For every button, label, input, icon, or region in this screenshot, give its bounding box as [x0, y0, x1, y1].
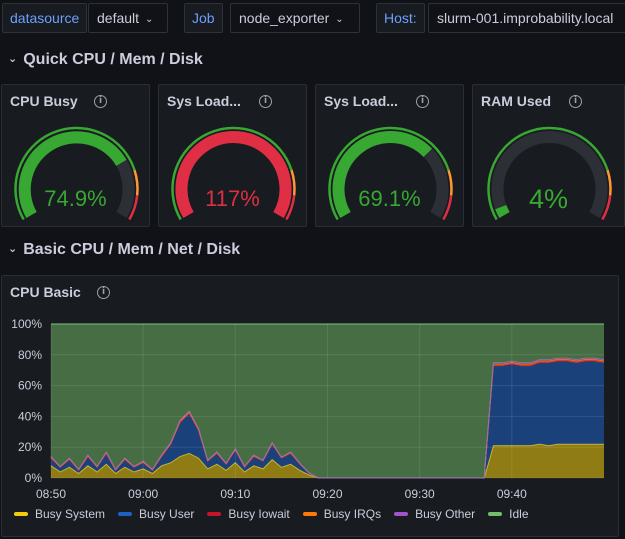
gauge-value: 4% — [528, 184, 569, 214]
x-tick-label: 09:10 — [220, 487, 250, 501]
threshold-orange-arc — [606, 169, 612, 196]
threshold-green-arc — [328, 126, 450, 221]
panel-title: Sys Load... — [324, 93, 398, 109]
series-area-busy-user — [51, 360, 604, 478]
legend-swatch — [207, 512, 222, 516]
panel-title: Sys Load... — [167, 93, 241, 109]
chevron-down-icon: ⌄ — [8, 243, 18, 255]
cpu-basic-panel[interactable]: 0% 20% 40% 60% 80% 100% 08:50 09:00 09:10 09:20 09… — [1, 275, 619, 537]
threshold-orange-arc — [133, 169, 139, 196]
panel-title: CPU Busy — [10, 93, 78, 109]
panel-title: RAM Used — [481, 93, 552, 109]
chevron-down-icon: ⌄ — [8, 53, 18, 65]
threshold-green-arc — [171, 126, 293, 221]
job-select[interactable]: node_exporter ⌄ — [230, 3, 360, 33]
info-icon[interactable]: i — [94, 95, 107, 108]
datasource-select[interactable]: default ⌄ — [88, 3, 168, 33]
gauge-value: 74.9% — [44, 186, 107, 211]
gauge-panel-sys-load-2[interactable]: Sys Load... i 69.1% — [315, 84, 464, 227]
panel-title: CPU Basic — [10, 284, 81, 300]
gauge-value: 117% — [205, 186, 260, 211]
series-area-idle — [51, 324, 604, 478]
y-tick-label: 40% — [18, 409, 42, 423]
gauge-1 — [171, 126, 296, 221]
gauge-0 — [14, 126, 139, 221]
y-tick-label: 100% — [11, 317, 42, 331]
legend-label: Busy IRQs — [323, 507, 382, 521]
x-tick-label: 09:00 — [128, 487, 158, 501]
threshold-orange-arc — [290, 169, 296, 196]
legend-swatch — [302, 512, 317, 516]
threshold-red-arc — [285, 195, 296, 221]
threshold-green-arc — [14, 126, 136, 221]
job-value: node_exporter — [239, 10, 330, 26]
legend-item[interactable]: Busy User — [118, 507, 194, 521]
x-tick-label: 09:40 — [497, 487, 527, 501]
series-area-busy-system — [51, 444, 604, 478]
info-icon[interactable]: i — [416, 95, 429, 108]
gauge-value-arc — [18, 131, 127, 218]
legend-label: Idle — [509, 507, 529, 521]
legend-label: Busy Other — [415, 507, 476, 521]
gauge-panel-cpu-busy[interactable]: CPU Busy i 74.9% — [1, 84, 150, 227]
y-tick-label: 0% — [25, 471, 43, 485]
y-tick-label: 20% — [18, 440, 42, 454]
datasource-label: datasource — [2, 3, 88, 33]
gauge-2 — [328, 126, 453, 221]
threshold-red-arc — [601, 195, 612, 221]
gauge-value-arc — [495, 204, 510, 219]
host-select[interactable]: slurm-001.improbability.local — [428, 3, 625, 33]
legend-label: Busy System — [35, 507, 106, 521]
chevron-down-icon: ⌄ — [335, 14, 344, 25]
threshold-red-arc — [442, 195, 453, 221]
legend-swatch — [118, 512, 133, 516]
gauge-panel-ram-used[interactable]: RAM Used i 4% — [472, 84, 625, 227]
legend-label: Busy User — [139, 507, 195, 521]
cpu-basic-chart[interactable]: 0% 20% 40% 60% 80% 100% 08:50 09:00 09:10 09:20 09… — [2, 276, 620, 538]
gauge-value-arc — [175, 131, 292, 218]
row-basic-cpu-mem-net-disk[interactable]: ⌄ Basic CPU / Mem / Net / Disk — [8, 241, 240, 259]
x-tick-label: 09:20 — [312, 487, 342, 501]
chart-legend: Busy System Busy User Busy Iowait Busy IRQs… — [14, 507, 542, 521]
job-label: Job — [184, 3, 223, 33]
host-label: Host: — [376, 3, 425, 33]
y-tick-label: 80% — [18, 348, 42, 362]
threshold-green-arc — [487, 126, 609, 221]
gauge-value: 69.1% — [358, 186, 421, 211]
legend-swatch — [14, 512, 28, 516]
gauge-panel-sys-load-1[interactable]: Sys Load... i 117% — [158, 84, 307, 227]
gauge-track — [491, 131, 608, 218]
datasource-value: default — [97, 10, 140, 26]
y-tick-label: 60% — [18, 379, 42, 393]
gauge-3 — [487, 126, 612, 221]
variables-bar: datasource default ⌄ Job node_exporter ⌄ H… — [0, 0, 625, 36]
info-icon[interactable]: i — [97, 286, 110, 299]
legend-item[interactable]: Busy Other — [394, 507, 475, 521]
legend-swatch — [488, 512, 503, 516]
legend-item[interactable]: Idle — [488, 507, 529, 521]
chevron-down-icon: ⌄ — [145, 14, 154, 25]
legend-swatch — [394, 512, 409, 516]
threshold-orange-arc — [447, 169, 453, 196]
x-tick-label: 09:30 — [405, 487, 435, 501]
x-tick-label: 08:50 — [36, 487, 66, 501]
info-icon[interactable]: i — [569, 95, 582, 108]
threshold-red-arc — [128, 195, 139, 221]
legend-item[interactable]: Busy IRQs — [302, 507, 382, 521]
host-value: slurm-001.improbability.local — [437, 10, 614, 26]
row-title-label: Basic CPU / Mem / Net / Disk — [23, 241, 241, 258]
legend-item[interactable]: Busy System — [14, 507, 105, 521]
info-icon[interactable]: i — [259, 95, 272, 108]
row-quick-cpu-mem-disk[interactable]: ⌄ Quick CPU / Mem / Disk — [8, 51, 203, 69]
gauge-value-arc — [332, 131, 433, 218]
row-title-label: Quick CPU / Mem / Disk — [23, 51, 203, 68]
legend-label: Busy Iowait — [228, 507, 290, 521]
legend-item[interactable]: Busy Iowait — [207, 507, 290, 521]
